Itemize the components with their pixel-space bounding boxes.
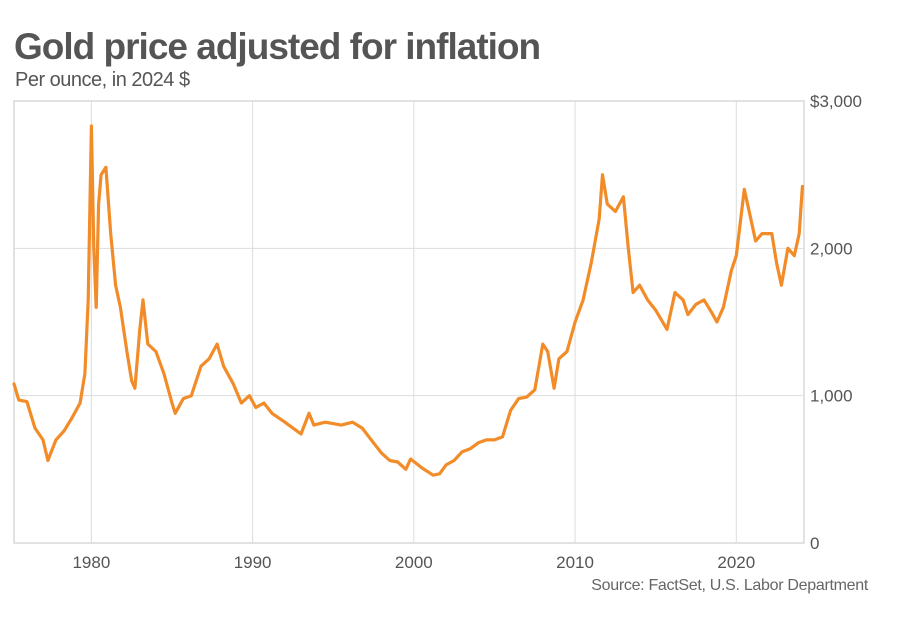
series-line-gold-price bbox=[12, 124, 804, 477]
y-tick-label: 0 bbox=[810, 534, 819, 553]
gridlines bbox=[13, 100, 805, 544]
chart-title: Gold price adjusted for inflation bbox=[14, 26, 541, 67]
source-note: Source: FactSet, U.S. Labor Department bbox=[591, 577, 868, 594]
axis-ticks: 0 1,000 2,000 $3,000 1980 1990 2000 2010 2020 bbox=[72, 92, 862, 572]
x-tick-label: 1980 bbox=[72, 553, 110, 572]
x-tick-label: 2000 bbox=[395, 553, 433, 572]
x-tick-label: 2010 bbox=[556, 553, 594, 572]
x-tick-label: 1990 bbox=[234, 553, 272, 572]
y-tick-label: 2,000 bbox=[810, 239, 853, 258]
y-tick-label: 1,000 bbox=[810, 387, 853, 406]
series-lines bbox=[12, 124, 804, 477]
plot-frame bbox=[13, 100, 805, 544]
x-tick-label: 2020 bbox=[717, 553, 755, 572]
y-tick-label: $3,000 bbox=[810, 92, 862, 111]
chart-subtitle: Per ounce, in 2024 $ bbox=[15, 69, 190, 91]
